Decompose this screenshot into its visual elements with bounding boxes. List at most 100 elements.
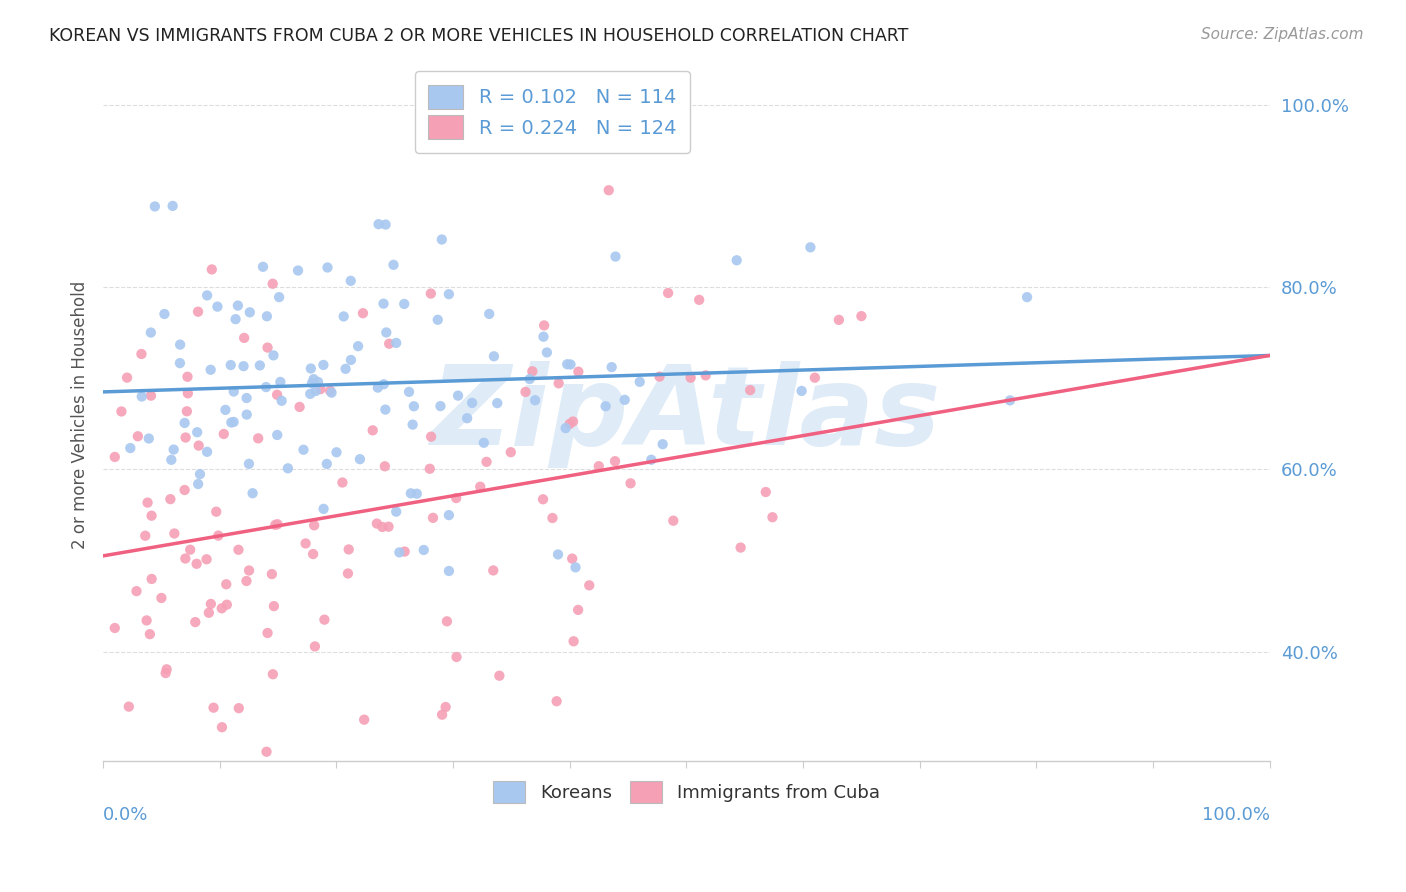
Point [405,486,427,500]
Text: Source: ZipAtlas.com: Source: ZipAtlas.com [1201,27,1364,42]
Point [1015,290,1038,304]
Point [335,361,357,376]
Point [446,650,468,665]
Point [603,454,626,468]
Point [104,450,127,464]
Point [263,599,285,614]
Point [567,365,589,379]
Y-axis label: 2 or more Vehicles in Household: 2 or more Vehicles in Household [72,281,89,549]
Point [205,505,228,519]
Point [125,584,148,599]
Point [336,566,359,581]
Point [153,307,176,321]
Point [131,390,153,404]
Point [456,411,478,425]
Point [235,391,257,405]
Point [828,313,851,327]
Point [377,519,399,533]
Point [679,370,702,384]
Point [740,383,762,397]
Point [598,183,620,197]
Point [211,720,233,734]
Point [187,439,209,453]
Point [461,396,484,410]
Point [412,543,434,558]
Point [176,404,198,418]
Point [628,375,651,389]
Point [605,250,627,264]
Point [201,262,224,277]
Point [561,551,583,566]
Point [299,387,322,401]
Point [851,309,873,323]
Point [256,626,278,640]
Point [252,260,274,274]
Point [312,358,335,372]
Text: KOREAN VS IMMIGRANTS FROM CUBA 2 OR MORE VEHICLES IN HOUSEHOLD CORRELATION CHART: KOREAN VS IMMIGRANTS FROM CUBA 2 OR MORE… [49,27,908,45]
Point [595,399,617,413]
Text: 100.0%: 100.0% [1202,805,1270,824]
Point [215,577,238,591]
Point [349,452,371,467]
Point [249,359,271,373]
Point [118,699,141,714]
Point [560,358,582,372]
Point [260,567,283,582]
Point [340,353,363,368]
Point [233,331,256,345]
Point [419,286,441,301]
Point [262,667,284,681]
Point [790,384,813,398]
Point [256,745,278,759]
Point [155,666,177,681]
Point [198,606,221,620]
Point [262,277,284,291]
Point [524,393,547,408]
Point [219,358,242,372]
Point [228,542,250,557]
Point [562,634,585,648]
Point [159,492,181,507]
Point [578,578,600,592]
Point [263,348,285,362]
Point [163,442,186,457]
Point [613,392,636,407]
Point [546,694,568,708]
Point [127,429,149,443]
Point [309,382,332,396]
Point [401,417,423,432]
Point [472,435,495,450]
Point [547,548,569,562]
Point [139,627,162,641]
Point [437,508,460,522]
Point [651,437,673,451]
Point [195,445,218,459]
Point [321,385,343,400]
Text: 0.0%: 0.0% [103,805,149,824]
Point [730,541,752,555]
Point [287,263,309,277]
Point [186,557,208,571]
Point [430,707,453,722]
Point [134,529,156,543]
Point [174,430,197,444]
Point [536,345,558,359]
Point [325,445,347,459]
Point [221,416,243,430]
Point [482,563,505,577]
Point [312,501,335,516]
Point [426,313,449,327]
Point [292,442,315,457]
Point [562,415,585,429]
Point [169,356,191,370]
Point [519,372,541,386]
Point [662,514,685,528]
Point [163,526,186,541]
Point [422,511,444,525]
Point [429,399,451,413]
Point [437,564,460,578]
Point [266,517,288,532]
Point [447,389,470,403]
Point [998,393,1021,408]
Point [266,388,288,402]
